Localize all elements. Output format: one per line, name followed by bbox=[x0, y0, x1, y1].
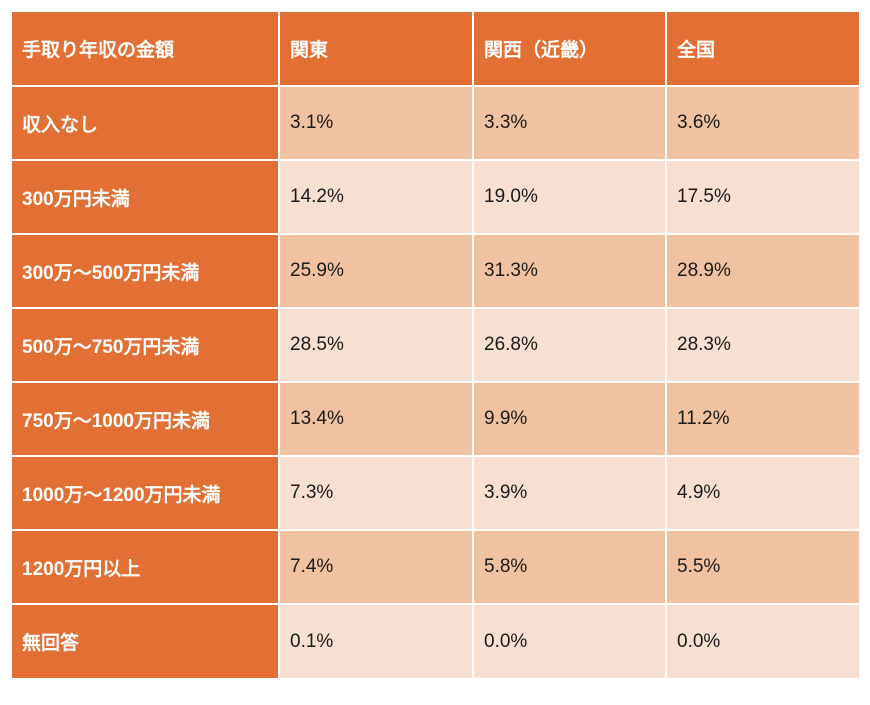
cell-kanto: 0.1% bbox=[278, 603, 474, 678]
table-row: 500万〜750万円未満 28.5% 26.8% 28.3% bbox=[12, 307, 859, 383]
table-row: 1200万円以上 7.4% 5.8% 5.5% bbox=[12, 529, 859, 605]
cell-kansai: 9.9% bbox=[472, 381, 667, 457]
cell-national: 11.2% bbox=[665, 381, 859, 457]
table-row: 収入なし 3.1% 3.3% 3.6% bbox=[12, 85, 859, 161]
row-label: 300万円未満 bbox=[12, 159, 280, 235]
cell-kansai: 5.8% bbox=[472, 529, 667, 605]
table-row: 1000万〜1200万円未満 7.3% 3.9% 4.9% bbox=[12, 455, 859, 531]
cell-kanto: 13.4% bbox=[278, 381, 474, 457]
cell-national: 17.5% bbox=[665, 159, 859, 235]
cell-national: 5.5% bbox=[665, 529, 859, 605]
cell-kanto: 7.3% bbox=[278, 455, 474, 531]
cell-kansai: 3.9% bbox=[472, 455, 667, 531]
header-kansai: 関西（近畿） bbox=[472, 12, 667, 87]
cell-kanto: 28.5% bbox=[278, 307, 474, 383]
table-row: 300万〜500万円未満 25.9% 31.3% 28.9% bbox=[12, 233, 859, 309]
table-row: 300万円未満 14.2% 19.0% 17.5% bbox=[12, 159, 859, 235]
cell-kanto: 7.4% bbox=[278, 529, 474, 605]
cell-kansai: 31.3% bbox=[472, 233, 667, 309]
header-kanto: 関東 bbox=[278, 12, 474, 87]
cell-national: 28.3% bbox=[665, 307, 859, 383]
row-label: 収入なし bbox=[12, 85, 280, 161]
cell-kansai: 19.0% bbox=[472, 159, 667, 235]
cell-kanto: 3.1% bbox=[278, 85, 474, 161]
cell-kanto: 14.2% bbox=[278, 159, 474, 235]
row-label: 1200万円以上 bbox=[12, 529, 280, 605]
row-label: 750万〜1000万円未満 bbox=[12, 381, 280, 457]
table-row: 無回答 0.1% 0.0% 0.0% bbox=[12, 603, 859, 678]
row-label: 無回答 bbox=[12, 603, 280, 678]
cell-national: 0.0% bbox=[665, 603, 859, 678]
row-label: 300万〜500万円未満 bbox=[12, 233, 280, 309]
cell-national: 28.9% bbox=[665, 233, 859, 309]
cell-kansai: 0.0% bbox=[472, 603, 667, 678]
cell-kanto: 25.9% bbox=[278, 233, 474, 309]
row-label: 500万〜750万円未満 bbox=[12, 307, 280, 383]
cell-kansai: 3.3% bbox=[472, 85, 667, 161]
cell-kansai: 26.8% bbox=[472, 307, 667, 383]
cell-national: 3.6% bbox=[665, 85, 859, 161]
table-row: 750万〜1000万円未満 13.4% 9.9% 11.2% bbox=[12, 381, 859, 457]
header-income-amount: 手取り年収の金額 bbox=[12, 12, 280, 87]
row-label: 1000万〜1200万円未満 bbox=[12, 455, 280, 531]
header-national: 全国 bbox=[665, 12, 859, 87]
income-distribution-table: 手取り年収の金額 関東 関西（近畿） 全国 収入なし 3.1% 3.3% 3.6… bbox=[12, 12, 859, 678]
table-header-row: 手取り年収の金額 関東 関西（近畿） 全国 bbox=[12, 12, 859, 87]
income-table-container: 手取り年収の金額 関東 関西（近畿） 全国 収入なし 3.1% 3.3% 3.6… bbox=[12, 12, 859, 678]
cell-national: 4.9% bbox=[665, 455, 859, 531]
